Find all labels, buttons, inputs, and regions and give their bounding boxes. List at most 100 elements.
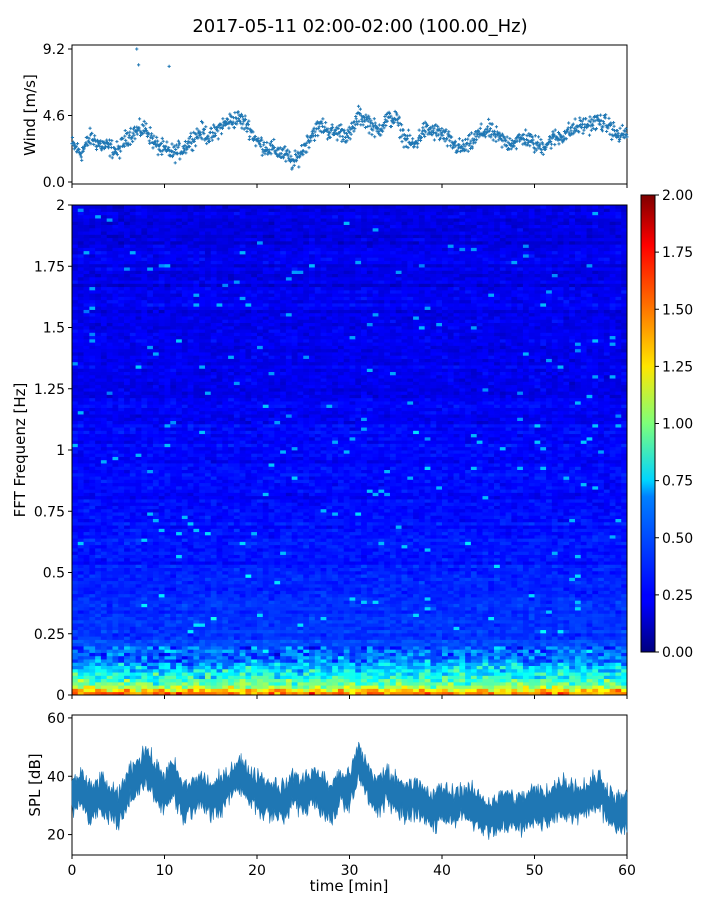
- spectrogram-cell: [222, 583, 229, 588]
- spectrogram-cell: [615, 567, 622, 572]
- wind-point: [460, 144, 464, 148]
- spectrogram-cell: [609, 580, 616, 585]
- spectrogram-cell: [517, 672, 524, 676]
- spectrogram-cell: [129, 688, 136, 693]
- spectrogram-cell: [574, 623, 582, 627]
- spectrogram-cell: [303, 613, 310, 617]
- spectrogram-cell: [228, 672, 235, 676]
- spectrogram-cell: [274, 577, 281, 582]
- wind-point: [434, 123, 438, 127]
- spectrogram-cell: [176, 577, 183, 582]
- spectrogram-cell: [332, 678, 339, 683]
- spectrogram-cell: [245, 636, 252, 640]
- spectrogram-cell: [181, 655, 189, 660]
- spectrogram-cell: [384, 613, 391, 617]
- spectrogram-cell: [546, 659, 553, 663]
- spectrogram-cell: [326, 593, 333, 598]
- spectrogram-cell: [176, 646, 183, 650]
- spectrogram-cell: [309, 642, 316, 647]
- spectrogram-cell: [210, 642, 217, 647]
- spectrogram-cell: [124, 678, 131, 683]
- spectrogram-cell: [361, 597, 368, 601]
- spectrogram-cell: [95, 642, 102, 647]
- spectrogram-cell: [152, 567, 160, 572]
- spectrogram-cell: [447, 603, 454, 608]
- spectrogram-cell: [193, 583, 200, 588]
- spectrogram-cell: [615, 662, 622, 666]
- spectrogram-cell: [314, 603, 321, 608]
- spectrogram-cell: [499, 606, 506, 611]
- spectrogram-cell: [233, 688, 241, 693]
- spectrogram-cell: [586, 570, 593, 575]
- spectrogram-cell: [580, 603, 587, 608]
- spectrogram-cell: [488, 603, 495, 608]
- spectrogram-cell: [158, 593, 165, 598]
- spectrogram-cell: [621, 623, 628, 627]
- spectrogram-cell: [603, 587, 611, 591]
- spectrogram-cell: [413, 590, 420, 595]
- spectrogram-cell: [239, 619, 246, 624]
- spectrogram-cell: [257, 574, 264, 578]
- spectrogram-cell: [337, 665, 345, 670]
- spectrogram-cell: [326, 675, 333, 680]
- wind-point: [237, 117, 241, 121]
- spectrogram-cell: [574, 610, 582, 614]
- spectrogram-cell: [199, 632, 206, 637]
- spectrogram-cell: [482, 570, 489, 575]
- spectrogram-cell: [106, 577, 113, 582]
- spectrogram-cell: [372, 688, 379, 693]
- spectrogram-cell: [129, 600, 136, 604]
- wind-point: [105, 138, 109, 142]
- spectrogram-cell: [268, 629, 275, 634]
- spectrogram-cell: [309, 606, 316, 611]
- spectrogram-cell: [488, 675, 495, 680]
- spectrogram-cell: [615, 681, 622, 686]
- spectrogram-cell: [274, 597, 281, 601]
- spectrogram-cell: [222, 603, 229, 608]
- spectrogram-cell: [147, 619, 154, 624]
- spectrogram-cell: [384, 616, 391, 621]
- spectrogram-cell: [164, 577, 171, 582]
- spectrogram-cell: [534, 580, 541, 585]
- wind-point: [167, 145, 171, 150]
- spectrogram-cell: [83, 600, 90, 604]
- wind-point: [353, 127, 357, 131]
- spectrogram-cell: [384, 577, 391, 582]
- spectrogram-cell: [257, 590, 264, 595]
- spectrogram-cell: [332, 593, 339, 598]
- spectrogram-cell: [176, 590, 183, 595]
- spectrogram-cell: [482, 590, 489, 595]
- spectrogram-cell: [424, 574, 431, 578]
- spectrogram-cell: [83, 655, 90, 660]
- spectrogram-cell: [424, 626, 431, 631]
- spectrogram-cell: [436, 600, 443, 604]
- spectrogram-cell: [77, 600, 84, 604]
- spectrogram-cell: [233, 610, 241, 614]
- wind-point: [523, 140, 527, 145]
- spectrogram-cell: [326, 685, 333, 689]
- spectrogram-cell: [447, 587, 454, 591]
- spectrogram-cell: [453, 597, 460, 601]
- spectrogram-cell: [534, 574, 541, 578]
- spectrogram-cell: [303, 623, 310, 627]
- spectrogram-cell: [372, 649, 379, 653]
- spectrogram-cell: [546, 577, 553, 582]
- spectrogram-cell: [222, 574, 229, 578]
- wind-point: [221, 124, 225, 128]
- spectrogram-cell: [210, 577, 217, 582]
- spectrogram-cell: [528, 652, 535, 657]
- wind-point: [178, 157, 182, 161]
- spectrogram-cell: [210, 567, 217, 572]
- spectrogram-cell: [262, 649, 269, 653]
- spectrogram-cell: [193, 587, 200, 591]
- spectrogram-cell: [366, 639, 374, 644]
- spectrogram-cell: [349, 652, 356, 657]
- wind-point: [231, 120, 235, 124]
- spectrogram-cell: [563, 655, 570, 660]
- spectrogram-cell: [447, 665, 454, 670]
- spectrogram-cell: [389, 629, 397, 634]
- spectrogram-cell: [285, 675, 293, 680]
- spectrogram-cell: [268, 597, 275, 601]
- spectrogram-cell: [343, 688, 350, 693]
- spectrogram-cell: [181, 570, 189, 575]
